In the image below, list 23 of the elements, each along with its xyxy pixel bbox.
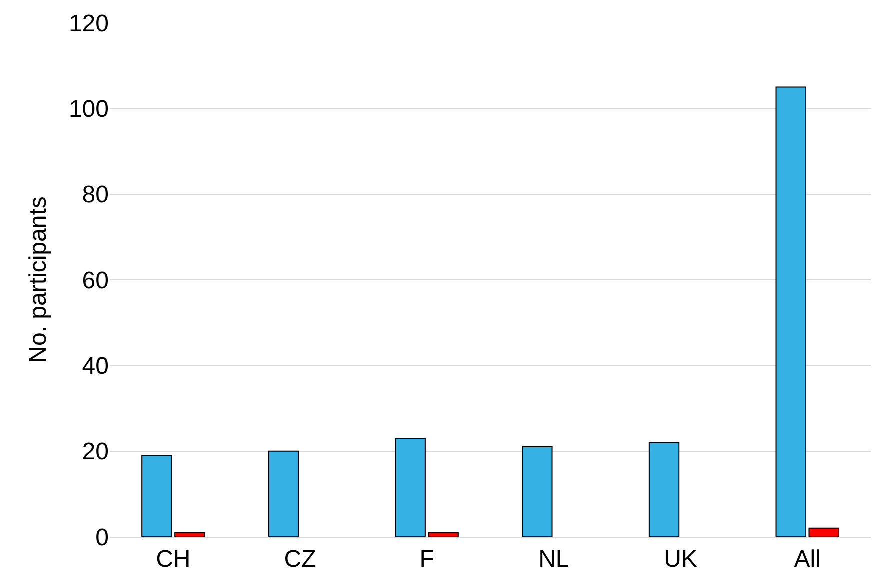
bar	[808, 528, 840, 537]
bar	[776, 86, 806, 537]
bar	[174, 532, 206, 537]
x-tick-label: F	[420, 546, 434, 573]
bar	[428, 532, 459, 537]
y-tick-label: 80	[82, 182, 109, 209]
x-tick-label: CH	[156, 546, 191, 573]
y-tick-label: 20	[82, 438, 109, 466]
bar	[142, 455, 172, 537]
x-tick-label: UK	[664, 546, 698, 573]
bar	[522, 446, 553, 537]
y-tick-label: 0	[96, 524, 109, 552]
x-tick-label: NL	[538, 546, 570, 573]
bar	[395, 438, 426, 537]
x-tick-label: All	[794, 546, 821, 573]
bar	[648, 442, 680, 537]
y-axis-title: No. participants	[25, 196, 52, 364]
y-tick-label: 100	[68, 96, 109, 124]
y-tick-label: 60	[82, 267, 109, 294]
y-tick-label: 120	[68, 10, 109, 38]
bar	[268, 450, 300, 537]
x-tick-label: CZ	[284, 546, 316, 573]
y-tick-label: 40	[82, 353, 109, 380]
